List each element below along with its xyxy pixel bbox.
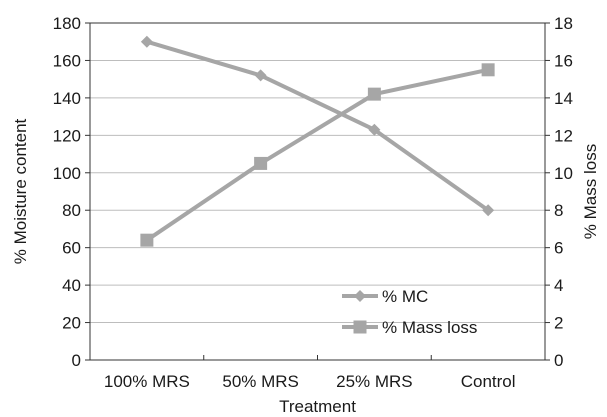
y-right-tick-label: 16 bbox=[554, 51, 573, 70]
data-point-diamond bbox=[482, 204, 495, 217]
x-tick-label: Control bbox=[461, 372, 516, 391]
y-right-tick-labels: 0 2 4 6 8 10 12 14 16 18 bbox=[545, 14, 573, 370]
legend: % MC % Mass loss bbox=[342, 287, 477, 337]
y-left-tick-label: 180 bbox=[53, 14, 81, 33]
legend-item-mass-loss: % Mass loss bbox=[342, 318, 477, 337]
y-left-tick-label: 60 bbox=[62, 239, 81, 258]
series-layer bbox=[140, 35, 495, 247]
y-left-axis-title: % Moisture content bbox=[11, 118, 30, 264]
legend-label-mass-loss: % Mass loss bbox=[382, 318, 477, 337]
data-point-square bbox=[140, 233, 154, 247]
y-right-tick-label: 14 bbox=[554, 89, 573, 108]
y-left-tick-label: 160 bbox=[53, 51, 81, 70]
y-left-tick-label: 100 bbox=[53, 164, 81, 183]
legend-label-mc: % MC bbox=[382, 287, 428, 306]
data-point-square bbox=[367, 87, 381, 101]
y-right-tick-label: 6 bbox=[554, 239, 563, 258]
y-right-tick-label: 4 bbox=[554, 276, 563, 295]
y-right-tick-label: 8 bbox=[554, 201, 563, 220]
data-point-square bbox=[481, 63, 495, 77]
y-left-tick-label: 80 bbox=[62, 201, 81, 220]
y-left-tick-label: 20 bbox=[62, 314, 81, 333]
data-point-diamond bbox=[254, 69, 267, 82]
legend-item-mc: % MC bbox=[342, 287, 428, 306]
y-left-tick-label: 140 bbox=[53, 89, 81, 108]
y-right-tick-label: 0 bbox=[554, 351, 563, 370]
x-tick-label: 50% MRS bbox=[222, 372, 299, 391]
y-right-tick-label: 2 bbox=[554, 314, 563, 333]
y-left-tick-label: 120 bbox=[53, 126, 81, 145]
y-right-tick-label: 12 bbox=[554, 126, 573, 145]
data-point-diamond bbox=[140, 35, 153, 48]
x-tick-label: 25% MRS bbox=[336, 372, 413, 391]
y-right-tick-label: 10 bbox=[554, 164, 573, 183]
series-line-0 bbox=[146, 39, 490, 212]
y-right-tick-label: 18 bbox=[554, 14, 573, 33]
x-axis-title: Treatment bbox=[279, 397, 356, 416]
y-left-tick-label: 0 bbox=[72, 351, 81, 370]
legend-marker-square-icon bbox=[353, 320, 367, 334]
series-line-1 bbox=[145, 67, 489, 242]
data-point-diamond bbox=[368, 123, 381, 136]
data-point-square bbox=[254, 156, 268, 170]
legend-marker-diamond-icon bbox=[354, 290, 366, 302]
x-tick-labels: 100% MRS 50% MRS 25% MRS Control bbox=[89, 355, 546, 391]
y-right-axis-title: % Mass loss bbox=[581, 144, 600, 239]
x-tick-label: 100% MRS bbox=[104, 372, 190, 391]
y-left-tick-labels: 0 20 40 60 80 100 120 140 160 180 bbox=[53, 14, 90, 370]
y-left-tick-label: 40 bbox=[62, 276, 81, 295]
